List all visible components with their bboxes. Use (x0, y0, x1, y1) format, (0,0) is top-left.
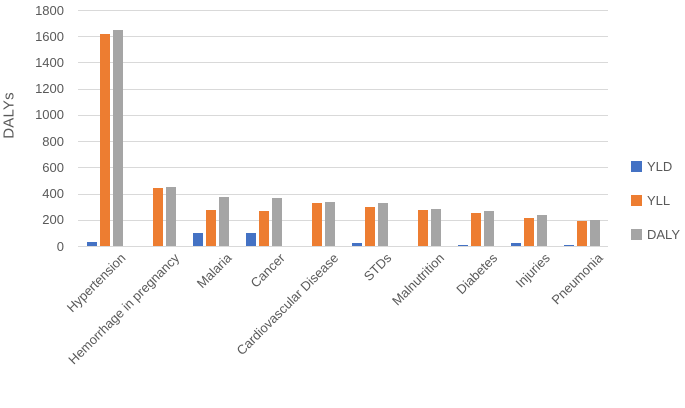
legend: YLD YLL DALY (631, 160, 680, 262)
bar-group (502, 10, 555, 246)
bar-group (449, 10, 502, 246)
y-tick-label: 0 (56, 239, 64, 254)
y-tick-label: 1400 (35, 55, 64, 70)
gridline (78, 36, 608, 37)
bar-daly (324, 202, 335, 246)
bar-yll (258, 211, 269, 246)
bar-yll (205, 209, 216, 246)
y-tick-label: 1000 (35, 107, 64, 122)
y-tick-label: 1800 (35, 3, 64, 18)
bar-group (396, 10, 449, 246)
bar-yld (510, 242, 521, 246)
bar-group (184, 10, 237, 246)
y-tick-label: 1200 (35, 81, 64, 96)
x-category-label: STDs (360, 250, 394, 284)
legend-label: YLD (647, 159, 673, 174)
legend-item: DALY (631, 228, 680, 241)
gridline (78, 10, 608, 11)
gridline (78, 141, 608, 142)
bar-yld (457, 244, 468, 246)
bar-yll (152, 187, 163, 246)
x-category-label: Injuries (512, 250, 553, 291)
bar-yld (86, 242, 97, 246)
bar-daly (165, 187, 176, 246)
gridline (78, 115, 608, 116)
gridline (78, 62, 608, 63)
bar-group (78, 10, 131, 246)
bar-yld (351, 242, 362, 246)
bar-group (131, 10, 184, 246)
bar-group (343, 10, 396, 246)
x-category-label: Malnutrition (388, 250, 447, 309)
bar-yll (99, 33, 110, 246)
bar-yll (576, 221, 587, 246)
bar-yld (245, 232, 256, 246)
bar-daly (112, 29, 123, 246)
bar-daly (271, 198, 282, 246)
gridline (78, 246, 608, 247)
legend-swatch-daly (631, 229, 642, 240)
x-category-label: Hemorrhage in pregnancy (65, 250, 182, 368)
bar-yld (563, 244, 574, 246)
bar-yll (523, 217, 534, 246)
x-category-label: Malaria (194, 250, 235, 292)
x-category-label: Pneumonia (548, 250, 606, 308)
y-axis-title: DALYs (0, 92, 18, 139)
x-category-label: Diabetes (453, 250, 500, 298)
y-tick-label: 1600 (35, 29, 64, 44)
gridline (78, 167, 608, 168)
bar-yll (311, 202, 322, 246)
bar-group (290, 10, 343, 246)
bar-yll (470, 212, 481, 246)
legend-item: YLL (631, 194, 680, 207)
x-category-label: Cancer (247, 250, 288, 291)
bar-daly (483, 211, 494, 246)
bar-group (237, 10, 290, 246)
bar-daly (377, 203, 388, 246)
bar-group (555, 10, 608, 246)
bar-yld (192, 232, 203, 246)
bar-daly (218, 196, 229, 246)
y-tick-label: 800 (42, 134, 64, 149)
gridline (78, 89, 608, 90)
legend-item: YLD (631, 160, 680, 173)
bar-daly (589, 219, 600, 246)
legend-swatch-yld (631, 161, 642, 172)
legend-label: YLL (647, 193, 671, 208)
legend-label: DALY (647, 227, 680, 242)
bar-daly (430, 209, 441, 246)
y-tick-label: 200 (42, 212, 64, 227)
legend-swatch-yll (631, 195, 642, 206)
bar-yll (417, 209, 428, 246)
y-tick-label: 600 (42, 160, 64, 175)
y-tick-label: 400 (42, 186, 64, 201)
gridline (78, 194, 608, 195)
bar-yll (364, 206, 375, 246)
x-category-label: Cardiovascular Disease (233, 250, 341, 358)
gridline (78, 220, 608, 221)
bar-daly (536, 214, 547, 246)
